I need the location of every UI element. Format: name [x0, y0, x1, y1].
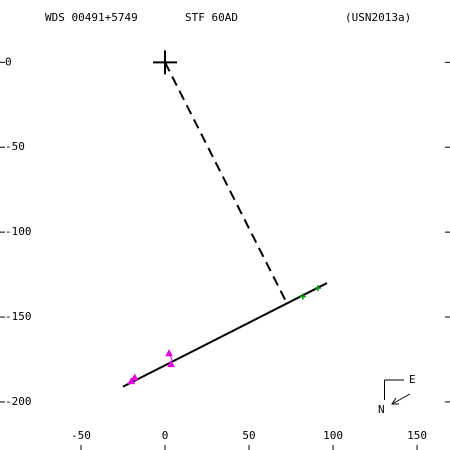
- observation: [130, 373, 139, 381]
- x-tick-label: 50: [242, 429, 255, 442]
- chart-subtitle: STF 60AD: [185, 11, 238, 24]
- y-tick-label: -150: [5, 310, 32, 323]
- y-tick-label: 0: [5, 55, 12, 68]
- observation: [127, 377, 136, 385]
- primary-star: [153, 50, 178, 75]
- reference: (USN2013a): [345, 11, 411, 24]
- separation-line: [164, 61, 288, 304]
- compass-arrow: [391, 393, 411, 405]
- compass-east: E: [409, 373, 416, 386]
- orbit-line: [122, 282, 328, 388]
- observation: [167, 360, 175, 368]
- x-tick-label: -50: [71, 429, 91, 442]
- y-tick-label: -50: [5, 140, 25, 153]
- observation: [165, 349, 173, 357]
- y-tick-label: -200: [5, 395, 32, 408]
- x-tick-label: 150: [407, 429, 427, 442]
- chart-title: WDS 00491+5749: [45, 11, 138, 24]
- observation: [299, 293, 306, 300]
- compass: [384, 379, 411, 405]
- x-tick-label: 0: [162, 429, 169, 442]
- compass-arrow-head: [391, 397, 399, 405]
- compass-north: N: [378, 403, 385, 416]
- x-tick-label: 100: [323, 429, 343, 442]
- observation: [314, 285, 321, 292]
- y-tick-label: -100: [5, 225, 32, 238]
